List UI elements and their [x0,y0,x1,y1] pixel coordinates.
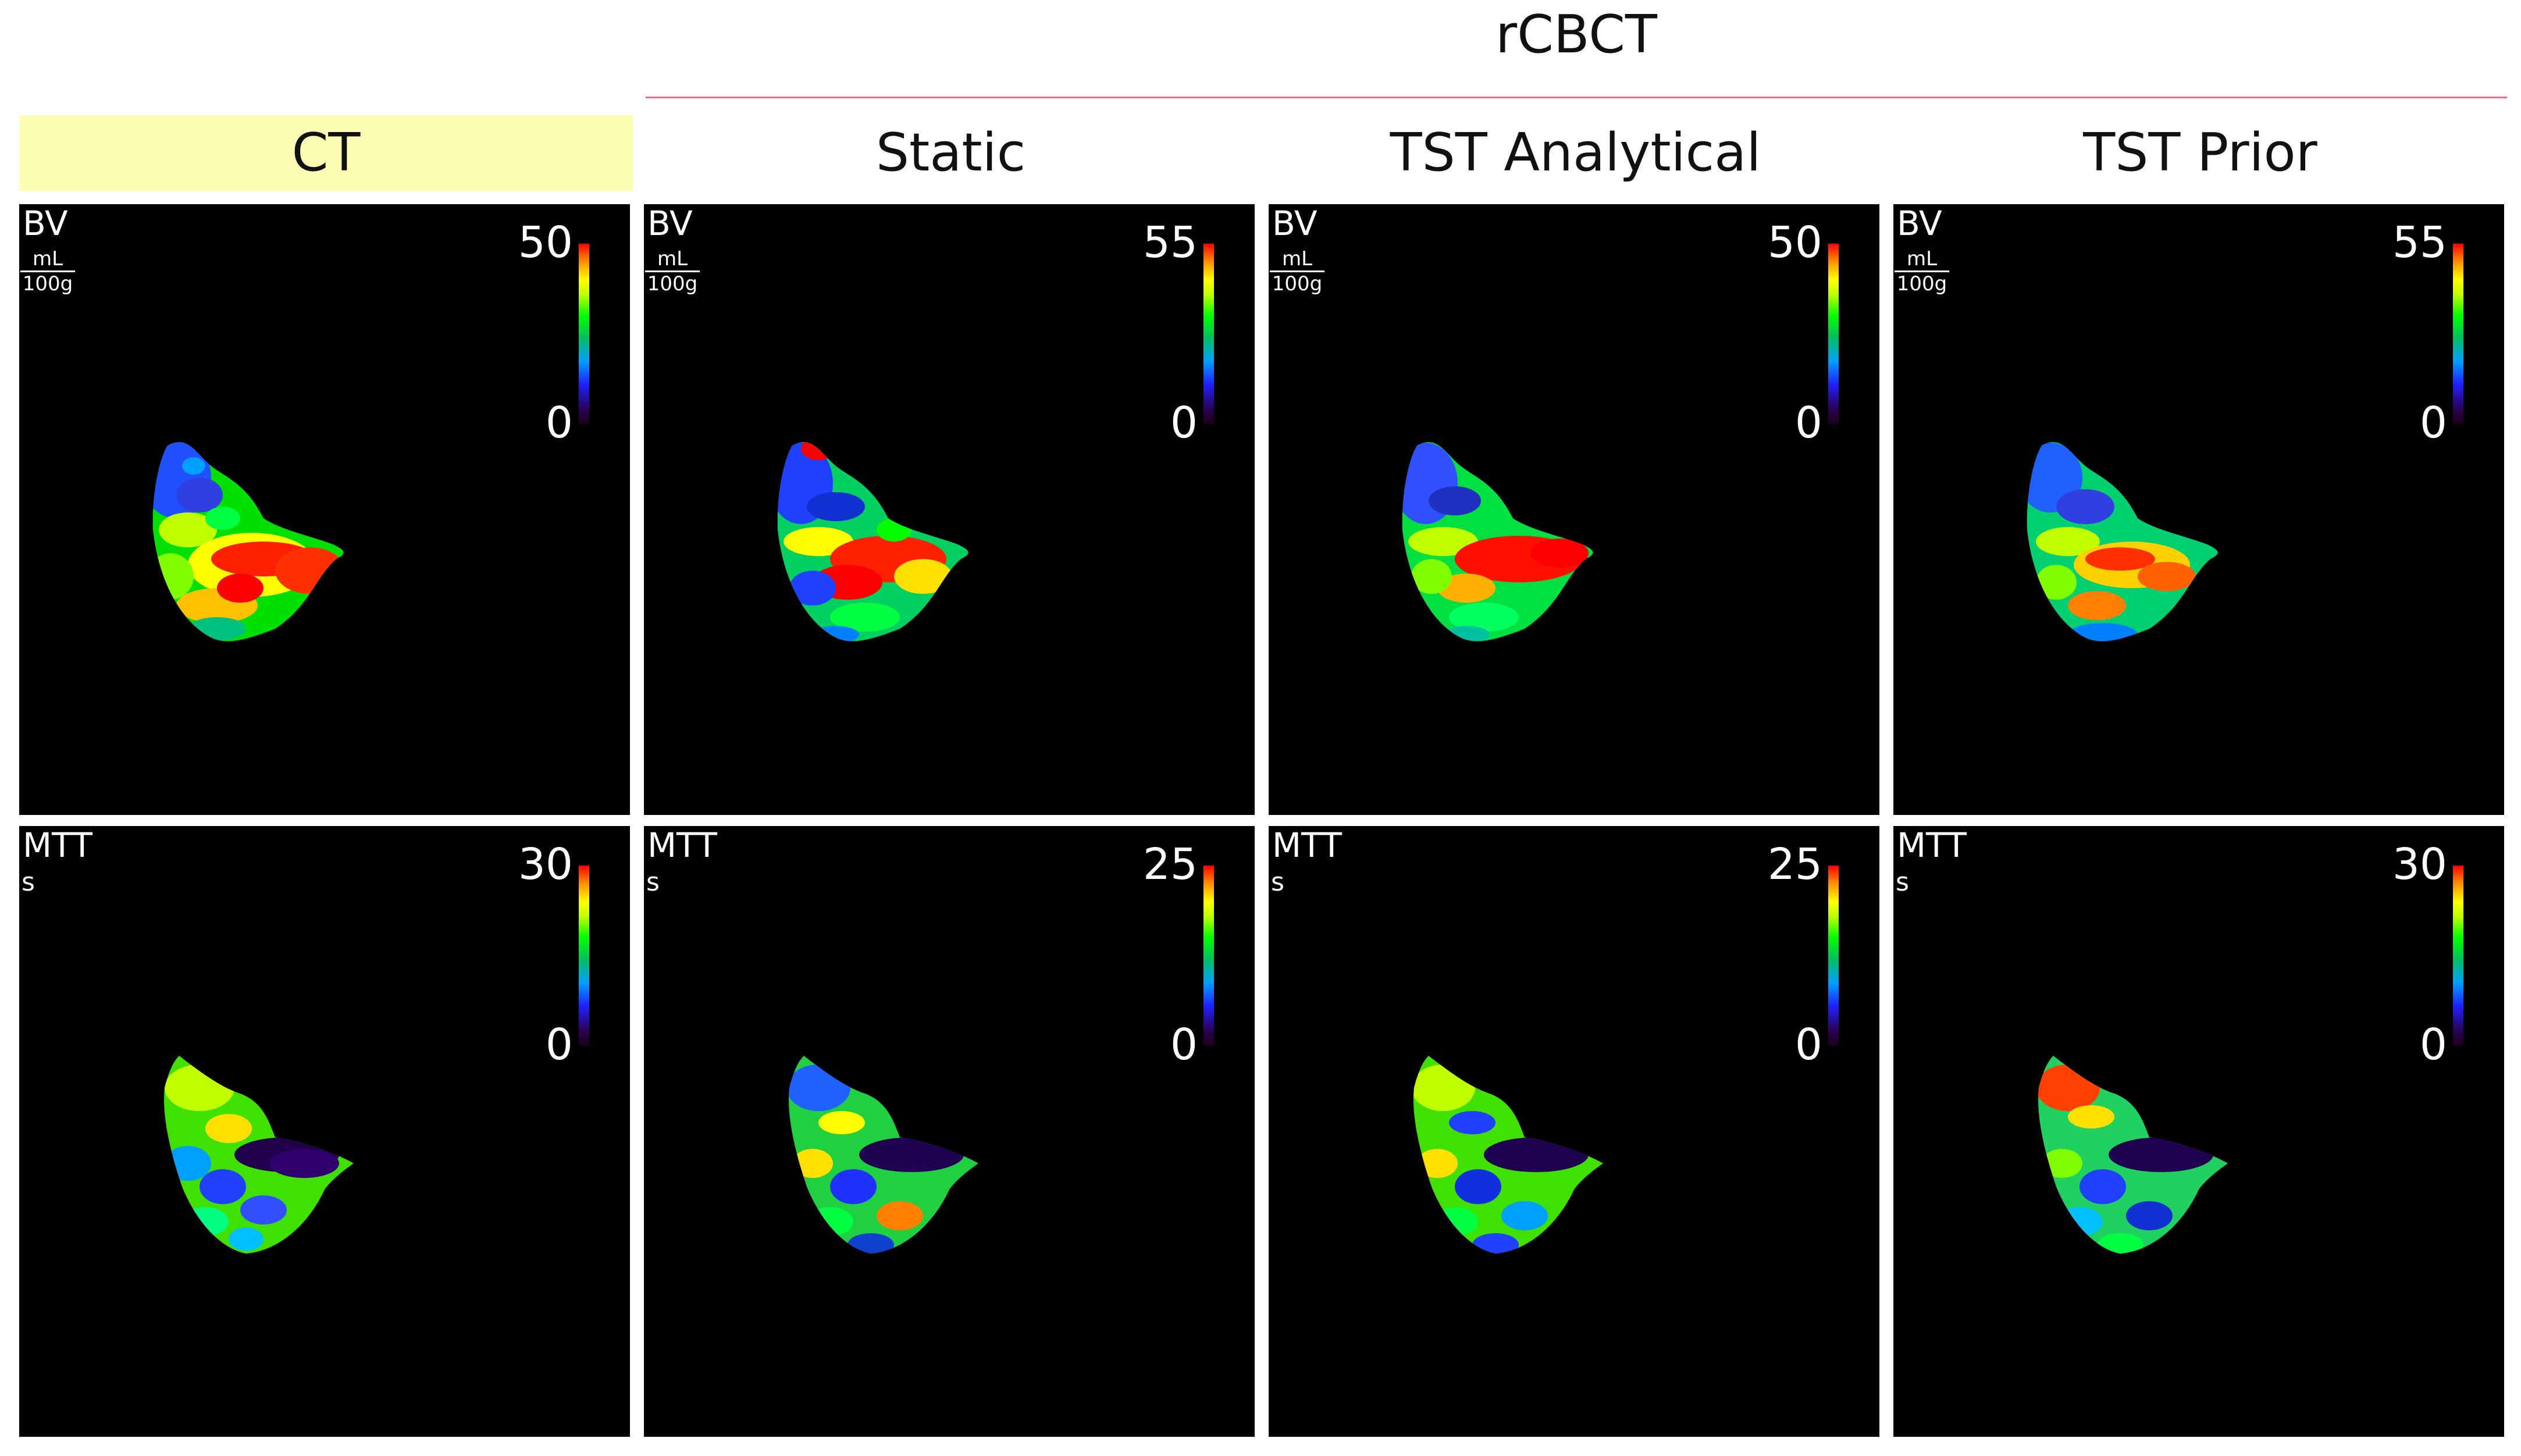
mtt-map-image-ct [164,1056,354,1254]
unit-label: s [1896,867,1909,897]
bv-map-image-ct [152,442,344,642]
bv-panel-ct: BV mL 100g 50 0 [19,204,630,815]
column-header-tst-prior: TST Prior [2083,122,2317,183]
colorbar [1828,244,1839,424]
colorbar-max-label: 55 [2392,218,2447,268]
metric-label: MTT [1272,826,1342,865]
colorbar-max-label: 50 [1767,218,1822,268]
unit-label: mL 100g [20,248,75,294]
colorbar [2453,244,2463,424]
colorbar-min-label: 0 [2419,1020,2447,1070]
colorbar-max-label: 25 [1142,839,1198,889]
colorbar-min-label: 0 [1170,1020,1198,1070]
colorbar-min-label: 0 [2419,398,2447,448]
unit-label: mL 100g [1895,248,1949,294]
colorbar-max-label: 30 [2392,839,2447,889]
metric-label: BV [647,204,693,243]
colorbar [1828,866,1839,1046]
metric-label: BV [23,204,68,243]
unit-denominator: 100g [1896,272,1947,296]
mtt-panel-static: MTT s 25 0 [644,826,1255,1437]
unit-denominator: 100g [647,272,698,296]
metric-label: BV [1272,204,1318,243]
unit-label: s [1271,867,1284,897]
bv-panel-tst-analytical: BV mL 100g 50 0 [1269,204,1879,815]
unit-numerator: mL [1270,248,1324,272]
unit-label: mL 100g [1270,248,1324,294]
colorbar-max-label: 25 [1767,839,1822,889]
colorbar-max-label: 55 [1142,218,1198,268]
unit-numerator: mL [1895,248,1949,272]
colorbar-min-label: 0 [545,398,573,448]
bv-panel-tst-prior: BV mL 100g 55 0 [1893,204,2504,815]
bv-panel-static: BV mL 100g 55 0 [644,204,1255,815]
unit-denominator: 100g [22,272,73,296]
unit-numerator: mL [645,248,700,272]
unit-label: s [22,867,35,897]
column-header-tst-analytical: TST Analytical [1390,122,1761,183]
colorbar-max-label: 30 [518,839,573,889]
colorbar [1203,866,1214,1046]
bv-map-image-tst-prior [2027,442,2218,642]
group-divider-line [646,97,2507,98]
colorbar [2453,866,2463,1046]
bv-map-image-static [777,442,968,642]
unit-numerator: mL [20,248,75,272]
colorbar [579,866,589,1046]
unit-label: mL 100g [645,248,700,294]
mtt-panel-tst-prior: MTT s 30 0 [1893,826,2504,1437]
metric-label: MTT [1897,826,1967,865]
metric-label: MTT [23,826,92,865]
bv-map-image-tst-analytical [1402,442,1593,642]
colorbar-min-label: 0 [1794,1020,1822,1070]
mtt-panel-ct: MTT s 30 0 [19,826,630,1437]
unit-denominator: 100g [1272,272,1323,296]
column-header-ct: CT [19,115,633,191]
mtt-map-image-tst-prior [2038,1056,2228,1254]
colorbar-max-label: 50 [518,218,573,268]
colorbar [1203,244,1214,424]
mtt-panel-tst-analytical: MTT s 25 0 [1269,826,1879,1437]
group-title: rCBCT [1495,4,1657,65]
unit-label: s [646,867,660,897]
mtt-map-image-static [789,1056,978,1254]
colorbar-min-label: 0 [545,1020,573,1070]
metric-label: BV [1897,204,1942,243]
colorbar-min-label: 0 [1794,398,1822,448]
colorbar [579,244,589,424]
mtt-map-image-tst-analytical [1413,1056,1603,1254]
metric-label: MTT [647,826,717,865]
column-header-static: Static [875,122,1026,183]
colorbar-min-label: 0 [1170,398,1198,448]
